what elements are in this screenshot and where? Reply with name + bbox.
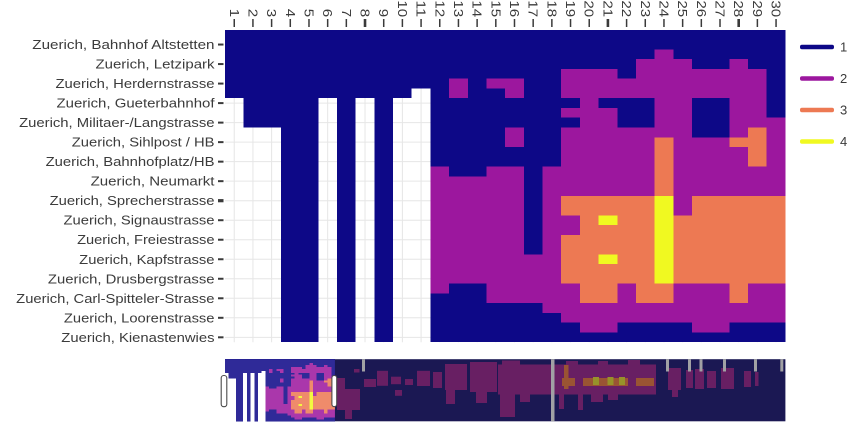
- svg-text:Zuerich, Bahnhof Altstetten: Zuerich, Bahnhof Altstetten: [32, 37, 214, 52]
- svg-text:3: 3: [264, 9, 279, 17]
- svg-text:28: 28: [731, 0, 746, 17]
- svg-text:8: 8: [358, 9, 373, 17]
- svg-text:2: 2: [840, 71, 847, 86]
- svg-text:Zuerich, Letzipark: Zuerich, Letzipark: [96, 57, 215, 72]
- svg-text:Zuerich, Freiestrasse: Zuerich, Freiestrasse: [77, 232, 214, 247]
- svg-text:5: 5: [301, 9, 316, 17]
- svg-text:Zuerich, Kapfstrasse: Zuerich, Kapfstrasse: [79, 252, 214, 267]
- svg-text:18: 18: [544, 0, 559, 17]
- svg-text:Zuerich, Gueterbahnhof: Zuerich, Gueterbahnhof: [57, 96, 215, 111]
- svg-text:3: 3: [840, 103, 847, 118]
- svg-text:20: 20: [582, 0, 597, 17]
- svg-text:4: 4: [283, 9, 298, 17]
- svg-text:12: 12: [432, 0, 447, 17]
- svg-text:Zuerich, Militaer-/Langstrasse: Zuerich, Militaer-/Langstrasse: [19, 115, 214, 130]
- svg-text:7: 7: [339, 9, 354, 17]
- svg-text:Zuerich, Carl-Spitteler-Strass: Zuerich, Carl-Spitteler-Strasse: [16, 291, 214, 306]
- svg-text:4: 4: [840, 134, 847, 149]
- svg-text:23: 23: [638, 0, 653, 17]
- svg-text:6: 6: [320, 9, 335, 17]
- svg-text:16: 16: [507, 0, 522, 17]
- svg-text:Zuerich, Bahnhofplatz/HB: Zuerich, Bahnhofplatz/HB: [46, 154, 215, 169]
- svg-text:2: 2: [245, 9, 260, 17]
- svg-text:11: 11: [414, 0, 429, 17]
- svg-text:Zuerich, Neumarkt: Zuerich, Neumarkt: [91, 174, 215, 189]
- svg-text:1: 1: [840, 40, 847, 55]
- svg-text:1: 1: [227, 9, 242, 17]
- svg-text:14: 14: [470, 0, 485, 17]
- svg-text:Zuerich, Sprecherstrasse: Zuerich, Sprecherstrasse: [50, 193, 215, 208]
- svg-text:19: 19: [563, 0, 578, 17]
- svg-text:25: 25: [675, 0, 690, 17]
- svg-text:27: 27: [713, 0, 728, 17]
- svg-text:26: 26: [694, 0, 709, 17]
- svg-text:10: 10: [395, 0, 410, 17]
- svg-text:30: 30: [769, 0, 784, 17]
- svg-text:Zuerich, Sihlpost / HB: Zuerich, Sihlpost / HB: [72, 135, 215, 150]
- svg-text:15: 15: [488, 0, 503, 17]
- svg-text:Zuerich, Herdernstrasse: Zuerich, Herdernstrasse: [56, 76, 215, 91]
- svg-text:17: 17: [526, 0, 541, 17]
- svg-text:Zuerich, Kienastenwies: Zuerich, Kienastenwies: [61, 330, 215, 345]
- svg-text:Zuerich, Loorenstrasse: Zuerich, Loorenstrasse: [64, 310, 215, 325]
- svg-text:22: 22: [619, 0, 634, 17]
- svg-text:13: 13: [451, 0, 466, 17]
- svg-text:Zuerich, Signaustrasse: Zuerich, Signaustrasse: [64, 213, 215, 228]
- svg-text:24: 24: [656, 0, 671, 17]
- svg-text:Zuerich, Drusbergstrasse: Zuerich, Drusbergstrasse: [48, 271, 215, 286]
- svg-text:21: 21: [600, 0, 615, 17]
- svg-text:29: 29: [750, 0, 765, 17]
- svg-text:9: 9: [376, 9, 391, 17]
